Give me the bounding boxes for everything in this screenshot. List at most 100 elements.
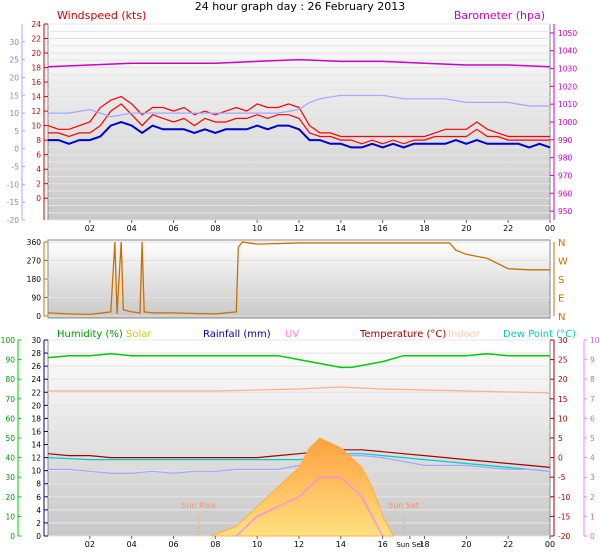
temperature-tick-label: 20 <box>558 375 568 384</box>
humidity-tick-label: 100 <box>1 336 16 345</box>
series-wind-gust <box>47 95 550 138</box>
x-tick-label: 14 <box>336 540 346 549</box>
x-tick-label: 14 <box>336 224 346 233</box>
x-tick-label: 10 <box>252 224 262 233</box>
x-tick-label: 08 <box>210 540 220 549</box>
chart-title: 24 hour graph day : 26 February 2013 <box>195 0 406 13</box>
wind-baro-x-axis: 02 04 06 08 10 12 14 16 18 20 22 00 <box>85 220 555 233</box>
legend-windspeed: Windspeed (kts) <box>57 9 146 22</box>
legend-humidity-: Humidity (%) <box>57 329 123 340</box>
legend-solar: Solar <box>126 329 152 340</box>
uv-tick-label: 0 <box>590 532 595 541</box>
series-dew-point-c- <box>47 453 551 472</box>
barometer-tick-label: 1040 <box>558 47 577 56</box>
outer-tick-label: -5 <box>12 163 20 172</box>
rainfall-tick-label: 10 <box>31 467 41 476</box>
humidity-tick-label: 20 <box>5 493 15 502</box>
outer-tick-label: 5 <box>14 127 19 136</box>
direction-tick-label: 0 <box>36 312 41 321</box>
sun-annotations: Sun Rise Sun Set <box>181 501 419 536</box>
windspeed-tick-label: 24 <box>31 20 41 29</box>
x-tick-label: 12 <box>294 540 304 549</box>
windspeed-tick-label: 20 <box>31 49 41 58</box>
compass-label: N <box>558 312 565 323</box>
rainfall-tick-label: 30 <box>31 336 41 345</box>
rainfall-tick-label: 16 <box>31 427 41 436</box>
outer-tick-label: 30 <box>9 38 19 47</box>
outer-tick-label: 20 <box>9 73 19 82</box>
humidity-temp-series <box>47 352 551 537</box>
temperature-tick-label: -20 <box>558 532 570 541</box>
outer-tick-label: -10 <box>7 180 19 189</box>
wind-direction-gridlines <box>48 241 550 317</box>
outer-tick-label: 10 <box>9 109 19 118</box>
humidity-temp-legend: Humidity (%) Solar Rainfall (mm) UV Temperat… <box>57 329 576 340</box>
temperature-tick-label: 0 <box>558 454 563 463</box>
barometer-tick-label: 990 <box>558 136 573 145</box>
x-tick-label: 20 <box>461 224 471 233</box>
windspeed-tick-label: 12 <box>31 107 41 116</box>
barometer-tick-label: 1010 <box>558 100 577 109</box>
uv-tick-label: 4 <box>590 454 595 463</box>
uv-tick-label: 6 <box>590 414 595 423</box>
legend-indoor: Indoor <box>448 329 481 340</box>
rainfall-tick-label: 22 <box>31 388 41 397</box>
series-apparent-temp <box>48 455 551 474</box>
outer-tick-label: 25 <box>9 56 19 65</box>
legend-uv: UV <box>285 329 299 340</box>
humidity-tick-label: 10 <box>5 512 15 521</box>
humidity-tick-label: 70 <box>5 395 15 404</box>
compass-label: S <box>558 275 564 286</box>
windspeed-tick-label: 14 <box>31 93 41 102</box>
x-tick-label: 08 <box>210 224 220 233</box>
temperature-tick-label: 5 <box>558 434 563 443</box>
barometer-tick-label: 980 <box>558 154 573 163</box>
x-tick-label: 22 <box>503 540 513 549</box>
windspeed-tick-label: 2 <box>36 180 41 189</box>
windspeed-tick-label: 0 <box>36 194 41 203</box>
series-barometer-hpa- <box>47 58 551 68</box>
sun-annotation-label: Sun Set <box>388 501 419 510</box>
sun-annotation-label: Sun Rise <box>181 501 216 510</box>
temperature-tick-label: 10 <box>558 414 568 423</box>
windspeed-tick-label: 10 <box>31 122 41 131</box>
x-tick-label: 02 <box>85 224 95 233</box>
uv-tick-label: 8 <box>590 375 595 384</box>
rainfall-tick-label: 24 <box>31 375 41 384</box>
barometer-tick-label: 1000 <box>558 118 577 127</box>
uv-tick-label: 5 <box>590 434 595 443</box>
x-tick-label: 04 <box>127 540 137 549</box>
series-temperature-c- <box>47 449 551 468</box>
legend-temperature-c-: Temperature (°C) <box>359 329 446 340</box>
windspeed-tick-label: 18 <box>31 64 41 73</box>
direction-tick-label: 270 <box>27 257 42 266</box>
x-tick-label: 04 <box>127 224 137 233</box>
x-tick-label: 00 <box>545 224 555 233</box>
series-indoor <box>48 386 551 394</box>
outer-temp-axis: 30 25 20 15 10 5 0 -5 -10 -15 -20 <box>7 24 25 225</box>
legend-dew-point-c-: Dew Point (°C) <box>503 329 576 340</box>
x-tick-label: 12 <box>294 224 304 233</box>
temperature-tick-label: -15 <box>558 512 570 521</box>
series-windspeed-kts- <box>48 103 550 145</box>
series-uv <box>235 476 384 537</box>
x-tick-label: 06 <box>168 540 178 549</box>
rainfall-tick-label: 4 <box>36 506 41 515</box>
series-wind-direction <box>47 241 550 316</box>
x-tick-label: 10 <box>252 540 262 549</box>
legend-barometer: Barometer (hpa) <box>454 9 545 22</box>
rainfall-tick-label: 14 <box>31 441 41 450</box>
outer-tick-label: -15 <box>7 198 19 207</box>
uv-tick-label: 1 <box>590 512 595 521</box>
humidity-tick-label: 80 <box>5 375 15 384</box>
barometer-tick-label: 1050 <box>558 29 577 38</box>
windspeed-tick-label: 4 <box>36 165 41 174</box>
outer-tick-label: 0 <box>14 145 19 154</box>
compass-label: W <box>558 257 568 268</box>
